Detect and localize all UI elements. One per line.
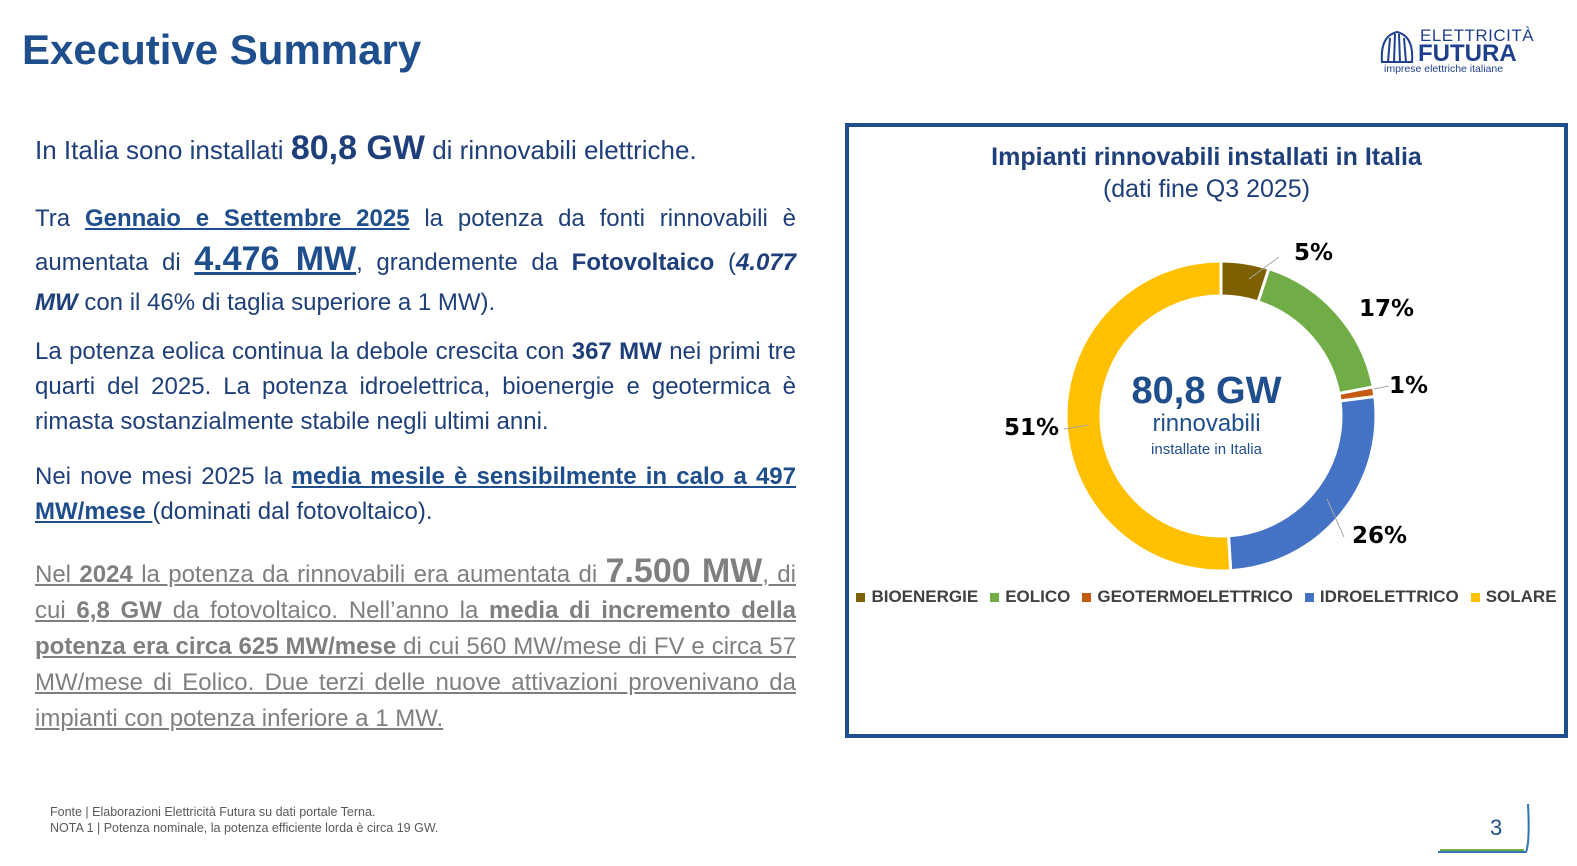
legend-label: IDROELETTRICO	[1319, 587, 1459, 606]
legend-label: SOLARE	[1485, 587, 1557, 606]
legend-label: BIOENERGIE	[871, 587, 979, 606]
center-label: rinnovabili	[1152, 410, 1261, 437]
center-value: 80,8 GW	[1131, 370, 1282, 412]
paragraph-wind: La potenza eolica continua la debole cre…	[35, 338, 796, 435]
donut-chart	[1063, 256, 1390, 573]
data-label-solare: 51%	[1004, 415, 1060, 441]
logo: ELETTRICITÀ FUTURA imprese elettriche it…	[1378, 26, 1534, 76]
leader-line	[1373, 385, 1390, 390]
legend-swatch	[990, 593, 1000, 602]
data-label-bioenergie: 5%	[1294, 240, 1334, 266]
legend-item-geotermoelettrico: GEOTERMOELETTRICO	[1082, 587, 1293, 607]
leader-line	[1326, 498, 1345, 538]
center-sublabel: installate in Italia	[1151, 441, 1262, 458]
legend-item-bioenergie: BIOENERGIE	[856, 587, 978, 607]
slice-solare	[1064, 259, 1233, 573]
legend-label: EOLICO	[1005, 587, 1071, 606]
paragraph-monthly: Nei nove mesi 2025 la media mesile è sen…	[35, 463, 796, 525]
data-label-eolico: 17%	[1359, 296, 1415, 322]
chart-legend: BIOENERGIE EOLICO GEOTERMOELETTRICO IDROELE…	[849, 587, 1564, 607]
legend-item-solare: SOLARE	[1470, 587, 1557, 607]
leader-line	[1248, 256, 1280, 280]
donut-chart-panel: Impianti rinnovabili installati in Itali…	[845, 123, 1568, 738]
data-label-idroelettrico: 26%	[1352, 523, 1408, 549]
chart-subtitle: (dati fine Q3 2025)	[1102, 175, 1311, 203]
page-title: Executive Summary	[22, 26, 422, 73]
legend-swatch	[1470, 593, 1480, 602]
footer-notes: Fonte | Elaborazioni Elettricità Futura …	[50, 805, 439, 835]
page-corner-decoration	[1438, 803, 1530, 853]
legend-swatch	[1304, 593, 1314, 602]
legend-swatch	[1082, 593, 1092, 602]
legend-item-idroelettrico: IDROELETTRICO	[1304, 587, 1459, 607]
legend-label: GEOTERMOELETTRICO	[1097, 587, 1293, 606]
chart-title: Impianti rinnovabili installati in Itali…	[991, 143, 1422, 171]
paragraph-2025: Tra Gennaio e Settembre 2025 la potenza …	[35, 205, 796, 316]
legend-item-eolico: EOLICO	[990, 587, 1070, 607]
paragraph-2024: Nel 2024 la potenza da rinnovabili era a…	[35, 552, 796, 732]
leader-line	[1063, 424, 1090, 430]
logo-shell-icon	[1380, 30, 1414, 63]
data-label-geotermoelettrico: 1%	[1389, 373, 1429, 399]
legend-swatch	[856, 593, 866, 602]
paragraph-total: In Italia sono installati 80,8 GW di rin…	[35, 129, 697, 167]
page-number: 3	[1490, 815, 1503, 840]
